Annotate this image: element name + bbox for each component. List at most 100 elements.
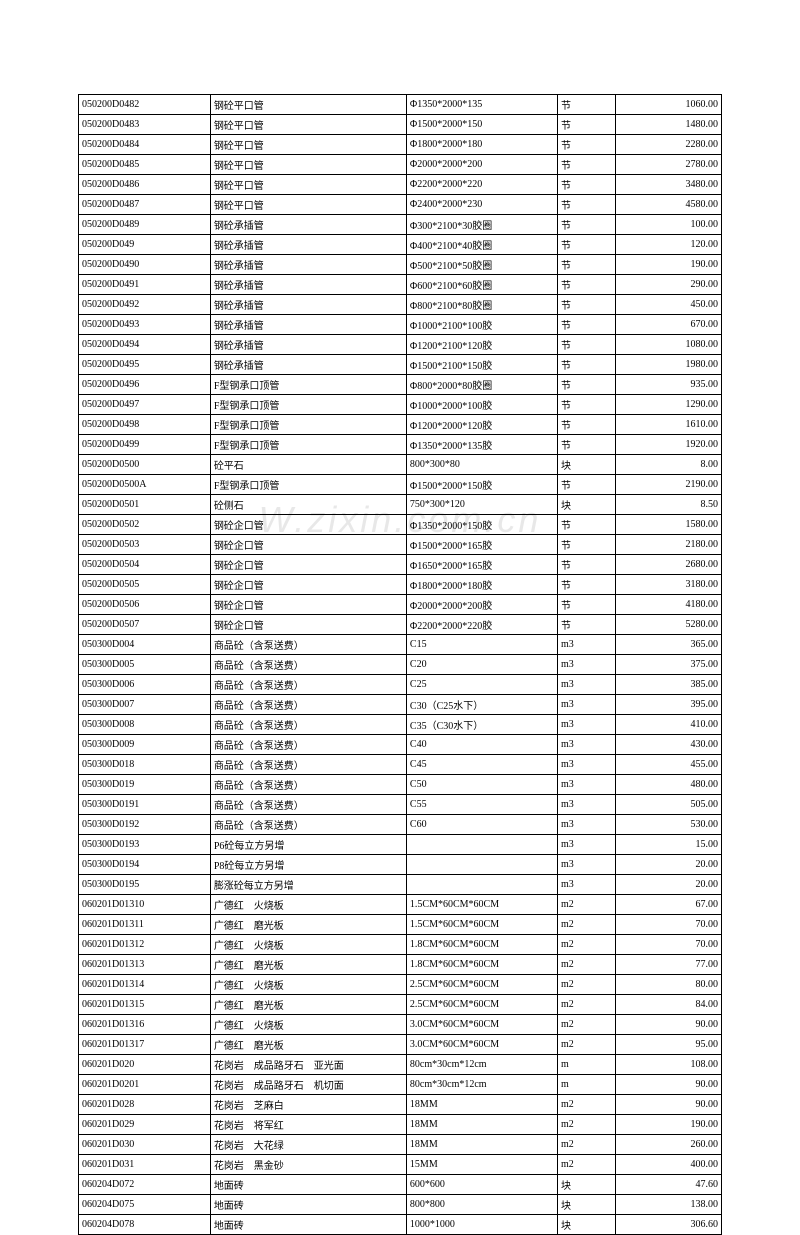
cell-spec: Φ2400*2000*230	[406, 195, 557, 215]
cell-name: 钢砼平口管	[210, 175, 406, 195]
cell-code: 050200D0500	[79, 455, 211, 475]
cell-code: 050200D0493	[79, 315, 211, 335]
cell-unit: 节	[558, 255, 616, 275]
cell-spec: Φ500*2100*50胶圈	[406, 255, 557, 275]
table-row: 050200D0490钢砼承插管Φ500*2100*50胶圈节190.00	[79, 255, 722, 275]
cell-price: 400.00	[615, 1155, 721, 1175]
cell-unit: 节	[558, 535, 616, 555]
cell-code: 050300D007	[79, 695, 211, 715]
cell-code: 050200D0496	[79, 375, 211, 395]
cell-price: 395.00	[615, 695, 721, 715]
cell-name: 钢砼企口管	[210, 555, 406, 575]
cell-price: 1580.00	[615, 515, 721, 535]
cell-price: 505.00	[615, 795, 721, 815]
cell-price: 20.00	[615, 875, 721, 895]
cell-name: 商品砼（含泵送费）	[210, 795, 406, 815]
cell-price: 306.60	[615, 1215, 721, 1235]
cell-name: P8砼每立方另增	[210, 855, 406, 875]
cell-unit: m2	[558, 935, 616, 955]
cell-code: 060201D030	[79, 1135, 211, 1155]
cell-unit: 块	[558, 495, 616, 515]
table-row: 060201D0201花岗岩 成品路牙石 机切面80cm*30cm*12cmm9…	[79, 1075, 722, 1095]
cell-code: 050200D0502	[79, 515, 211, 535]
cell-spec: Φ2200*2000*220胶	[406, 615, 557, 635]
cell-spec: Φ2000*2000*200	[406, 155, 557, 175]
table-row: 060204D075地面砖800*800块138.00	[79, 1195, 722, 1215]
cell-unit: 节	[558, 575, 616, 595]
table-row: 050200D0483钢砼平口管Φ1500*2000*150节1480.00	[79, 115, 722, 135]
cell-spec: 80cm*30cm*12cm	[406, 1075, 557, 1095]
cell-price: 4580.00	[615, 195, 721, 215]
cell-spec: 1000*1000	[406, 1215, 557, 1235]
cell-unit: m2	[558, 955, 616, 975]
cell-spec: Φ1350*2000*135胶	[406, 435, 557, 455]
table-row: 050300D008商品砼（含泵送费）C35（C30水下）m3410.00	[79, 715, 722, 735]
table-row: 060201D01313广德红 磨光板1.8CM*60CM*60CMm277.0…	[79, 955, 722, 975]
cell-code: 050300D019	[79, 775, 211, 795]
cell-name: 广德红 磨光板	[210, 995, 406, 1015]
table-row: 050200D0491钢砼承插管Φ600*2100*60胶圈节290.00	[79, 275, 722, 295]
cell-spec: 1.5CM*60CM*60CM	[406, 915, 557, 935]
cell-name: 钢砼平口管	[210, 155, 406, 175]
table-row: 050200D0506钢砼企口管Φ2000*2000*200胶节4180.00	[79, 595, 722, 615]
cell-price: 1060.00	[615, 95, 721, 115]
cell-price: 430.00	[615, 735, 721, 755]
table-row: 050200D0493钢砼承插管Φ1000*2100*100胶节670.00	[79, 315, 722, 335]
cell-name: 钢砼承插管	[210, 215, 406, 235]
cell-price: 480.00	[615, 775, 721, 795]
cell-name: 广德红 磨光板	[210, 915, 406, 935]
cell-name: F型钢承口顶管	[210, 375, 406, 395]
cell-code: 050300D0191	[79, 795, 211, 815]
cell-price: 2180.00	[615, 535, 721, 555]
cell-spec: 800*800	[406, 1195, 557, 1215]
cell-price: 385.00	[615, 675, 721, 695]
cell-spec: Φ1500*2100*150胶	[406, 355, 557, 375]
cell-spec: 1.8CM*60CM*60CM	[406, 935, 557, 955]
table-row: 050200D0485钢砼平口管Φ2000*2000*200节2780.00	[79, 155, 722, 175]
cell-unit: m2	[558, 1135, 616, 1155]
table-row: 050200D0501砼侧石750*300*120块8.50	[79, 495, 722, 515]
table-row: 060201D028花岗岩 芝麻白18MMm290.00	[79, 1095, 722, 1115]
cell-name: P6砼每立方另增	[210, 835, 406, 855]
cell-price: 450.00	[615, 295, 721, 315]
cell-spec: 800*300*80	[406, 455, 557, 475]
cell-price: 2280.00	[615, 135, 721, 155]
cell-price: 90.00	[615, 1015, 721, 1035]
cell-name: F型钢承口顶管	[210, 415, 406, 435]
cell-name: 砼平石	[210, 455, 406, 475]
cell-spec: C25	[406, 675, 557, 695]
cell-name: 花岗岩 芝麻白	[210, 1095, 406, 1115]
cell-spec: C50	[406, 775, 557, 795]
cell-code: 050200D0492	[79, 295, 211, 315]
cell-spec: C45	[406, 755, 557, 775]
cell-unit: m3	[558, 715, 616, 735]
table-row: 060201D01311广德红 磨光板1.5CM*60CM*60CMm270.0…	[79, 915, 722, 935]
cell-unit: 块	[558, 1175, 616, 1195]
cell-spec: Φ600*2100*60胶圈	[406, 275, 557, 295]
cell-name: 钢砼平口管	[210, 195, 406, 215]
cell-spec: Φ800*2100*80胶圈	[406, 295, 557, 315]
cell-spec: C60	[406, 815, 557, 835]
cell-price: 80.00	[615, 975, 721, 995]
cell-unit: 块	[558, 1215, 616, 1235]
cell-price: 4180.00	[615, 595, 721, 615]
cell-spec	[406, 855, 557, 875]
cell-spec: C40	[406, 735, 557, 755]
cell-name: 广德红 火烧板	[210, 895, 406, 915]
table-row: 050300D007商品砼（含泵送费）C30（C25水下）m3395.00	[79, 695, 722, 715]
cell-price: 47.60	[615, 1175, 721, 1195]
cell-name: 地面砖	[210, 1175, 406, 1195]
cell-unit: 节	[558, 115, 616, 135]
cell-code: 050200D0482	[79, 95, 211, 115]
cell-unit: 节	[558, 615, 616, 635]
cell-code: 050300D0193	[79, 835, 211, 855]
table-row: 050200D0497F型钢承口顶管Φ1000*2000*100胶节1290.0…	[79, 395, 722, 415]
cell-unit: 块	[558, 455, 616, 475]
cell-price: 120.00	[615, 235, 721, 255]
cell-price: 95.00	[615, 1035, 721, 1055]
cell-price: 455.00	[615, 755, 721, 775]
cell-spec: Φ2200*2000*220	[406, 175, 557, 195]
cell-spec: 2.5CM*60CM*60CM	[406, 975, 557, 995]
cell-price: 190.00	[615, 1115, 721, 1135]
cell-code: 050200D0486	[79, 175, 211, 195]
